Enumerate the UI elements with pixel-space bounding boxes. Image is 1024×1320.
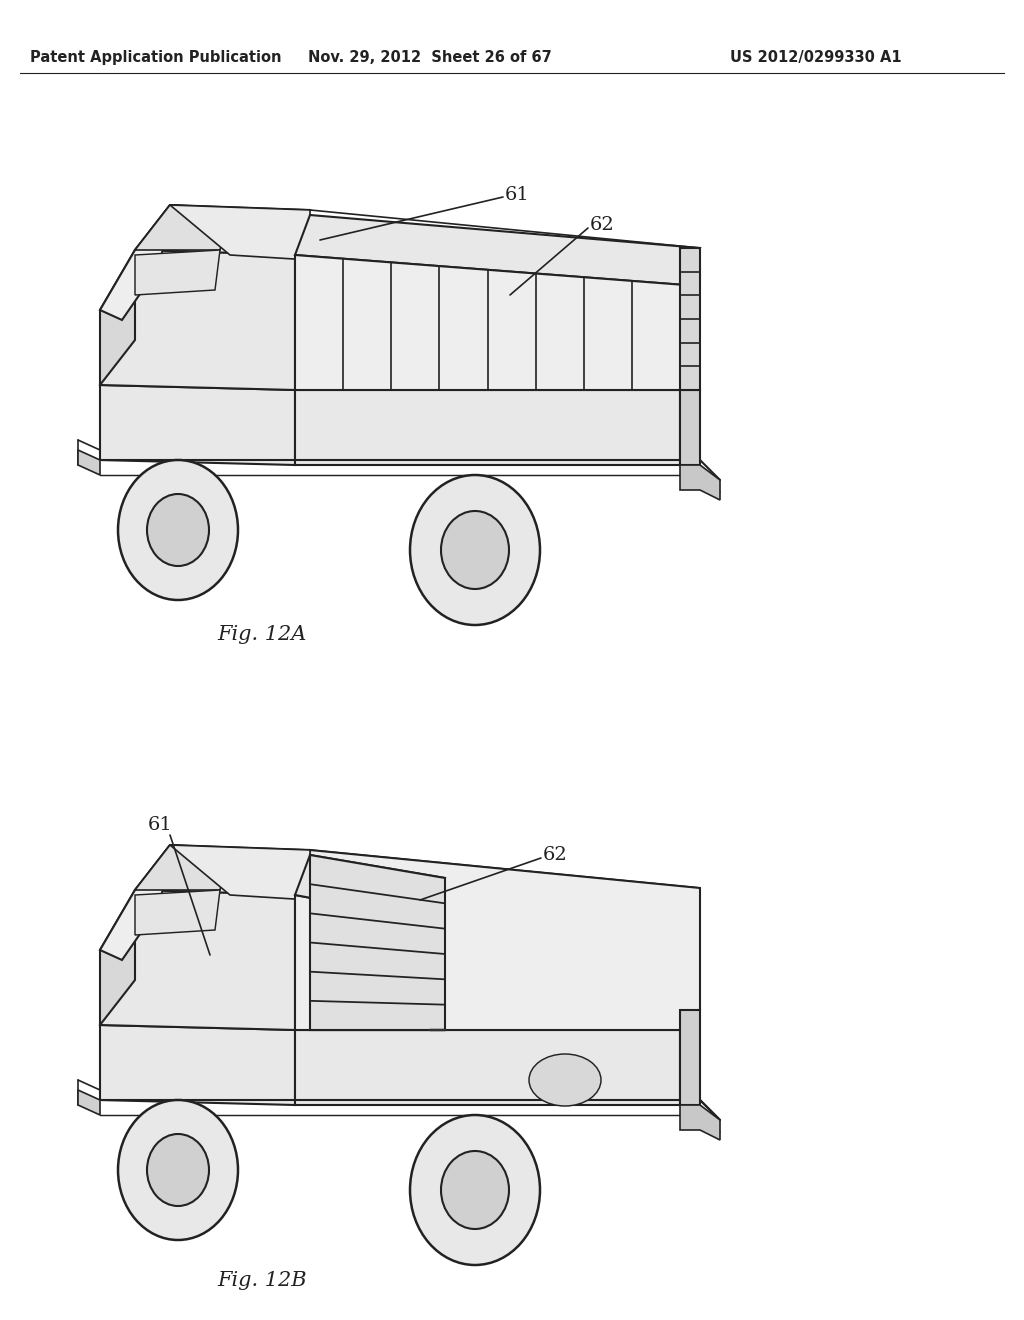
Text: US 2012/0299330 A1: US 2012/0299330 A1 (730, 50, 901, 65)
Polygon shape (135, 890, 220, 935)
Polygon shape (680, 248, 700, 389)
Polygon shape (135, 845, 310, 895)
Polygon shape (295, 255, 685, 389)
Polygon shape (135, 205, 310, 255)
Polygon shape (680, 1105, 720, 1140)
Ellipse shape (147, 1134, 209, 1206)
Ellipse shape (118, 459, 238, 601)
Polygon shape (100, 249, 295, 389)
Polygon shape (135, 845, 230, 890)
Polygon shape (135, 249, 220, 294)
Polygon shape (295, 389, 680, 465)
Polygon shape (135, 205, 230, 249)
Polygon shape (78, 1090, 100, 1115)
Polygon shape (295, 895, 430, 1030)
Text: 62: 62 (543, 846, 567, 865)
Polygon shape (170, 845, 310, 900)
Polygon shape (680, 1010, 700, 1105)
Polygon shape (100, 890, 135, 1026)
Text: Fig. 12B: Fig. 12B (217, 1270, 307, 1290)
Polygon shape (295, 1030, 680, 1105)
Text: 61: 61 (148, 816, 173, 834)
Ellipse shape (410, 1115, 540, 1265)
Ellipse shape (118, 1100, 238, 1239)
Ellipse shape (147, 494, 209, 566)
Polygon shape (310, 850, 700, 1030)
Ellipse shape (529, 1053, 601, 1106)
Polygon shape (100, 385, 295, 465)
Text: Nov. 29, 2012  Sheet 26 of 67: Nov. 29, 2012 Sheet 26 of 67 (308, 50, 552, 65)
Polygon shape (170, 205, 310, 260)
Polygon shape (100, 890, 295, 1030)
Polygon shape (295, 855, 445, 920)
Text: 62: 62 (590, 216, 614, 234)
Polygon shape (78, 450, 100, 475)
Text: Patent Application Publication: Patent Application Publication (30, 50, 282, 65)
Ellipse shape (410, 475, 540, 624)
Polygon shape (100, 845, 170, 960)
Text: 61: 61 (505, 186, 529, 205)
Polygon shape (100, 249, 135, 385)
Polygon shape (680, 389, 700, 465)
Ellipse shape (441, 511, 509, 589)
Ellipse shape (441, 1151, 509, 1229)
Polygon shape (100, 205, 170, 319)
Polygon shape (310, 855, 445, 1030)
Polygon shape (310, 1010, 700, 1105)
Polygon shape (295, 215, 700, 285)
Text: Fig. 12A: Fig. 12A (217, 626, 306, 644)
Polygon shape (680, 465, 720, 500)
Polygon shape (100, 1026, 295, 1105)
